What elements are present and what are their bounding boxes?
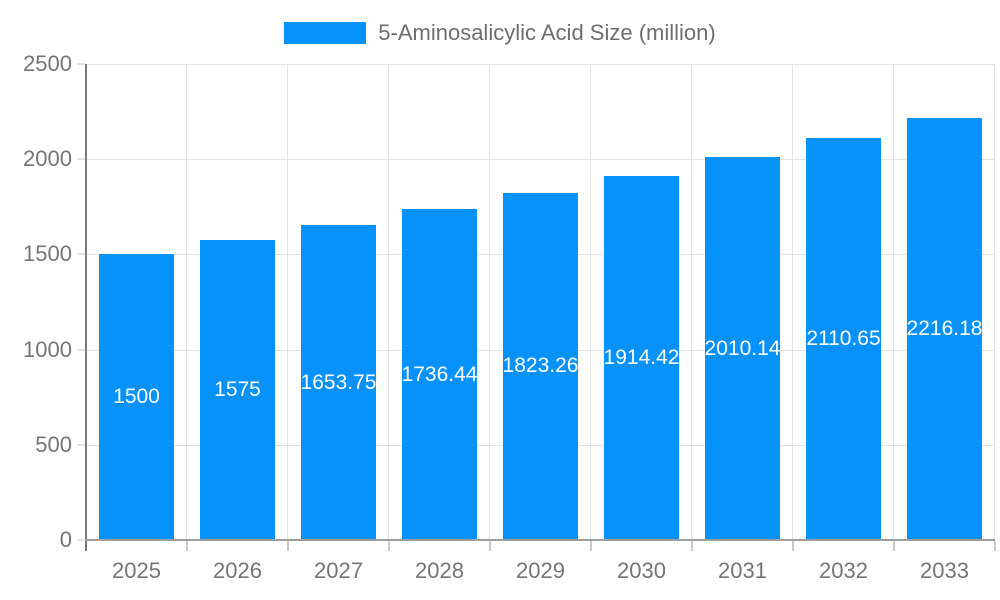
legend-swatch (284, 22, 367, 44)
x-axis-tick (893, 541, 895, 551)
y-axis-tick-label: 2000 (23, 146, 72, 172)
y-axis-tick-label: 0 (59, 527, 72, 552)
bar[interactable]: 2216.18 (907, 118, 982, 540)
x-axis-tick (388, 541, 390, 551)
x-axis-tick-label: 2026 (213, 558, 262, 583)
legend-label: 5-Aminosalicylic Acid Size (million) (378, 20, 716, 45)
y-axis-tick-label: 2500 (23, 51, 72, 76)
x-axis-tick (792, 541, 794, 551)
bar[interactable]: 1500 (99, 254, 174, 540)
bar[interactable]: 1823.26 (503, 192, 578, 540)
bar[interactable]: 1653.75 (301, 225, 376, 540)
bar[interactable]: 2010.14 (705, 157, 780, 540)
y-axis-tick (77, 158, 85, 161)
y-axis-tick-label: 1500 (23, 241, 72, 267)
gridline-vertical (792, 65, 793, 540)
x-axis-tick (590, 541, 592, 551)
bar-value-label: 2010.14 (705, 336, 780, 360)
bar-value-label: 1823.26 (503, 354, 578, 378)
x-axis-tick-label: 2027 (314, 558, 363, 583)
gridline-vertical (388, 65, 389, 540)
x-axis-tick (994, 541, 996, 551)
y-axis-tick-label: 1000 (23, 336, 72, 362)
y-axis-tick (77, 443, 85, 446)
bar-value-label: 2216.18 (907, 317, 982, 341)
x-axis-tick-label: 2029 (516, 558, 565, 583)
x-axis-tick-label: 2032 (819, 558, 868, 583)
gridline-vertical (590, 65, 591, 540)
bar[interactable]: 1736.44 (402, 209, 477, 540)
x-axis-tick-label: 2028 (415, 558, 464, 583)
bar[interactable]: 1575 (200, 240, 275, 540)
bar-value-label: 1736.44 (402, 362, 477, 386)
y-axis-tick-label: 500 (35, 431, 72, 457)
bar-value-label: 1500 (113, 385, 160, 409)
y-axis-tick (77, 539, 85, 541)
x-axis-tick (691, 541, 693, 551)
x-axis-tick (287, 541, 289, 551)
x-axis-tick (489, 541, 491, 551)
bar[interactable]: 1914.42 (604, 175, 679, 540)
gridline-vertical (691, 65, 692, 540)
x-axis-tick-label: 2025 (112, 558, 161, 583)
x-axis-line (77, 539, 995, 541)
y-axis-tick (77, 348, 85, 351)
bar-value-label: 2110.65 (806, 327, 881, 351)
gridline-vertical (489, 65, 490, 540)
x-axis-tick-label: 2030 (617, 558, 666, 583)
gridline-vertical (287, 65, 288, 540)
y-axis-line (85, 64, 87, 551)
plot-area: 1500 1575 1653.75 1736.44 1823.26 1914.42 2010… (86, 64, 995, 540)
gridline-vertical (893, 65, 894, 540)
bar-value-label: 1653.75 (301, 370, 376, 394)
bar-value-label: 1575 (214, 378, 261, 402)
gridline-vertical (186, 65, 187, 540)
gridline-horizontal (86, 159, 994, 161)
legend-item[interactable]: 5-Aminosalicylic Acid Size (million) (0, 20, 1000, 46)
y-axis-tick (77, 253, 85, 256)
x-axis-tick (186, 541, 188, 551)
bar-value-label: 1914.42 (604, 345, 679, 369)
y-axis-tick (77, 63, 85, 65)
x-axis-tick-label: 2031 (718, 558, 767, 583)
bar[interactable]: 2110.65 (806, 138, 881, 540)
x-axis-tick-label: 2033 (920, 558, 969, 583)
